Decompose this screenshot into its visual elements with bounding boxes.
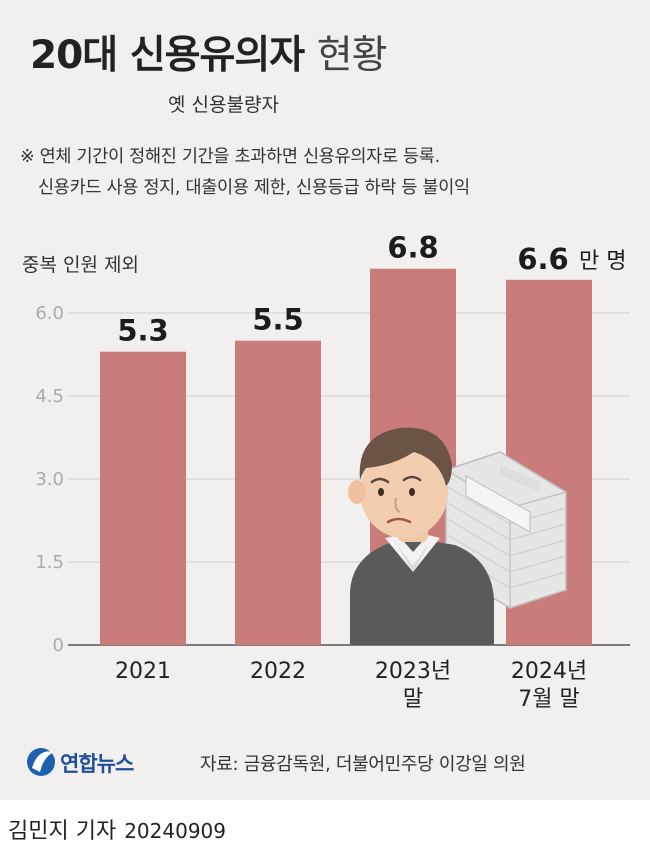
note-line-1: ※ 연체 기간이 정해진 기간을 초과하면 신용유의자로 등록. [20, 147, 440, 167]
page-title: 20대 신용유의자 현황 [30, 24, 388, 80]
data-label: 5.3 [117, 314, 168, 348]
x-tick-label: 말 [403, 687, 423, 712]
data-label: 6.8 [387, 231, 438, 265]
credit-line: 김민지 기자 20240909 [8, 813, 226, 845]
y-tick-label: 0 [53, 635, 64, 656]
person-with-money-illustration [348, 427, 567, 645]
logo-text: 연합뉴스 [60, 752, 134, 776]
y-tick-layer: 0 1.5 3.0 4.5 6.0 [35, 303, 64, 656]
y-tick-label: 1.5 [35, 552, 64, 573]
yonhap-logo-icon [27, 748, 55, 776]
data-label: 6.6 [517, 242, 568, 276]
unit-label: 만 명 [579, 249, 626, 274]
publish-date: 20240909 [124, 819, 226, 843]
bar [235, 340, 321, 645]
x-tick-label: 2023년 [375, 659, 451, 684]
x-tick-label: 2021 [115, 659, 171, 684]
x-tick-label: 7월 말 [518, 687, 579, 712]
x-tick-label: 2024년 [511, 659, 587, 684]
worried-face-icon [348, 427, 452, 538]
title-main: 20대 신용유의자 [30, 33, 305, 78]
bar [100, 351, 186, 645]
label-layer: 5.3 5.5 6.8 6.6 만 명 [117, 231, 626, 348]
y-tick-label: 3.0 [35, 469, 64, 490]
page-subtitle: 옛 신용불량자 [168, 94, 279, 116]
person-body [350, 538, 494, 645]
bar-chart: 0 1.5 3.0 4.5 6.0 [35, 231, 630, 712]
data-label: 5.5 [252, 303, 303, 337]
reporter-name: 김민지 기자 [8, 819, 117, 844]
y-tick-label: 4.5 [35, 386, 64, 407]
title-light: 현황 [316, 33, 388, 78]
note-line-2: 신용카드 사용 정지, 대출이용 제한, 신용등급 하락 등 불이익 [38, 178, 470, 198]
source-text: 자료: 금융감독원, 더불어민주당 이강일 의원 [200, 754, 526, 775]
y-axis-label: 중복 인원 제외 [22, 254, 139, 276]
y-tick-label: 6.0 [35, 303, 64, 324]
x-tick-label: 2022 [250, 659, 306, 684]
